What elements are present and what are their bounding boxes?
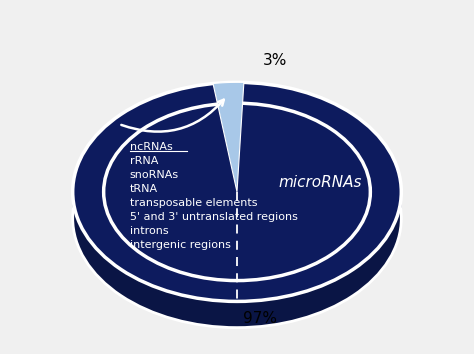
Ellipse shape (73, 100, 401, 319)
Ellipse shape (73, 97, 401, 316)
Ellipse shape (73, 107, 401, 326)
Text: ncRNAs: ncRNAs (130, 142, 173, 152)
Ellipse shape (73, 109, 401, 327)
Text: rRNA: rRNA (130, 156, 158, 166)
Ellipse shape (73, 82, 401, 301)
Ellipse shape (73, 85, 401, 304)
Text: introns: introns (130, 226, 168, 236)
Ellipse shape (73, 87, 401, 306)
Text: tRNA: tRNA (130, 184, 158, 194)
Text: 97%: 97% (243, 311, 277, 326)
Ellipse shape (73, 88, 401, 307)
Ellipse shape (73, 109, 401, 327)
Text: microRNAs: microRNAs (279, 175, 362, 190)
Ellipse shape (73, 90, 401, 309)
Ellipse shape (73, 96, 401, 314)
Ellipse shape (73, 84, 401, 303)
Ellipse shape (73, 94, 401, 313)
Ellipse shape (73, 91, 401, 310)
Text: 3%: 3% (263, 53, 288, 68)
Text: snoRNAs: snoRNAs (130, 170, 179, 180)
Text: 5' and 3' untranslated regions: 5' and 3' untranslated regions (130, 212, 298, 222)
Ellipse shape (73, 92, 401, 312)
Polygon shape (213, 82, 244, 192)
Ellipse shape (73, 103, 401, 322)
Polygon shape (213, 82, 244, 110)
Polygon shape (237, 82, 244, 218)
Text: intergenic regions: intergenic regions (130, 240, 231, 250)
Ellipse shape (73, 105, 401, 325)
Text: transposable elements: transposable elements (130, 198, 257, 208)
Ellipse shape (73, 101, 401, 320)
Ellipse shape (73, 98, 401, 318)
Ellipse shape (73, 104, 401, 323)
